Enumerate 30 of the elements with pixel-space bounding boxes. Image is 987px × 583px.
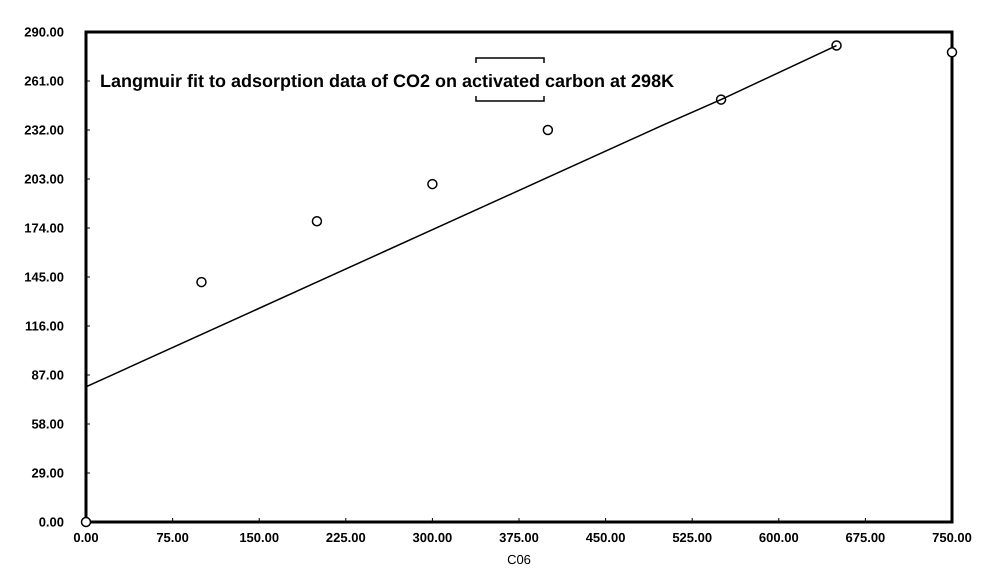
x-tick-label: 750.00 <box>932 530 972 545</box>
x-tick-label: 300.00 <box>412 530 452 545</box>
x-tick-label: 600.00 <box>758 530 799 545</box>
y-tick-label: 203.00 <box>24 172 64 187</box>
text: Langmuir fit to adsorption data of CO2 on activated carbon at 298K <box>100 71 674 91</box>
y-tick-label: 58.00 <box>31 416 64 432</box>
y-tick-label: 261.00 <box>24 74 64 89</box>
point <box>312 216 322 226</box>
point <box>946 47 958 58</box>
point <box>542 124 554 136</box>
x-axis-title: C06 <box>507 552 531 567</box>
x-tick-label: 75.00 <box>156 530 189 545</box>
x-tick-label: 525.00 <box>672 530 712 545</box>
point <box>427 178 438 190</box>
x-tick-label: 375.00 <box>499 530 539 545</box>
y-tick-label: 29.00 <box>31 466 64 481</box>
x-tick-label: 0.00 <box>73 530 99 545</box>
point <box>80 516 92 528</box>
x-tick-label: 225.00 <box>326 530 366 545</box>
y-tick-label: 145.00 <box>24 270 64 285</box>
x-tick-label: 450.00 <box>586 530 626 545</box>
x-tick-label: 675.00 <box>846 530 886 545</box>
y-tick-label: 116.00 <box>24 318 64 334</box>
y-tick-label: 290.00 <box>24 24 64 40</box>
y-tick-label: 232.00 <box>24 122 64 138</box>
y-tick-label: 0.00 <box>38 514 64 530</box>
y-tick-label: 174.00 <box>24 220 64 236</box>
x-tick-label: 150.00 <box>239 530 280 545</box>
point <box>196 276 207 288</box>
y-tick-label: 87.00 <box>31 368 64 383</box>
